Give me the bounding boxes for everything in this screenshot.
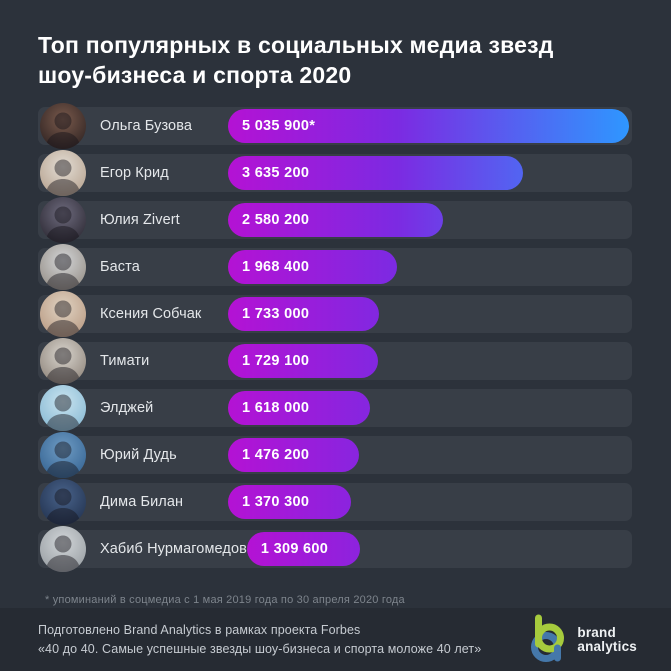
title-line-2: шоу-бизнеса и спорта 2020 — [38, 62, 352, 88]
value-label: 1 618 000 — [242, 400, 310, 416]
celebrity-name: Юрий Дудь — [100, 447, 177, 463]
title-line-1: Топ популярных в социальных медиа звезд — [38, 32, 554, 58]
value-bar: 5 035 900* — [228, 109, 629, 143]
bar-track: 1 729 100 — [228, 344, 630, 378]
footer-credit-line-2: «40 до 40. Самые успешные звезды шоу-биз… — [38, 641, 482, 656]
chart-row: Ольга Бузова 5 035 900* — [38, 103, 632, 149]
celebrity-name: Ольга Бузова — [100, 118, 192, 134]
bar-chart: Ольга Бузова 5 035 900* Егор Крид 3 635 … — [38, 103, 632, 577]
bar-gradient-fill — [228, 438, 360, 472]
bar-gradient-fill — [228, 203, 443, 237]
celebrity-name: Дима Билан — [100, 494, 184, 510]
avatar — [40, 244, 86, 290]
person-silhouette-icon — [45, 206, 81, 243]
value-label: 5 035 900* — [242, 118, 316, 134]
bar-gradient-fill — [246, 532, 360, 566]
chart-row: Ксения Собчак 1 733 000 — [38, 291, 632, 337]
person-silhouette-icon — [45, 300, 81, 337]
chart-row: Баста 1 968 400 — [38, 244, 632, 290]
value-bar: 1 370 300 — [228, 485, 352, 519]
bar-gradient-fill — [228, 391, 371, 425]
avatar — [40, 479, 86, 525]
bar-track: 2 580 200 — [228, 203, 630, 237]
value-bar: 1 309 600 — [246, 532, 360, 566]
chart-row: Тимати 1 729 100 — [38, 338, 632, 384]
bar-track: 1 309 600 — [246, 532, 630, 566]
value-label: 1 968 400 — [242, 259, 310, 275]
logo-word-brand: brand — [577, 624, 616, 640]
value-label: 1 729 100 — [242, 353, 310, 369]
value-label: 3 635 200 — [242, 165, 310, 181]
bar-track: 1 968 400 — [228, 250, 630, 284]
celebrity-name: Тимати — [100, 353, 150, 369]
celebrity-name: Элджей — [100, 400, 154, 416]
chart-row: Дима Билан 1 370 300 — [38, 479, 632, 525]
value-label: 2 580 200 — [242, 212, 310, 228]
celebrity-name: Юлия Zivert — [100, 212, 180, 228]
avatar — [40, 150, 86, 196]
celebrity-name: Ксения Собчак — [100, 306, 202, 322]
value-label: 1 733 000 — [242, 306, 310, 322]
value-bar: 3 635 200 — [228, 156, 523, 190]
person-silhouette-icon — [45, 535, 81, 572]
bar-track: 1 618 000 — [228, 391, 630, 425]
value-label: 1 370 300 — [242, 494, 310, 510]
bar-track: 1 370 300 — [228, 485, 630, 519]
chart-row: Хабиб Нурмагомедов 1 309 600 — [38, 526, 632, 572]
bar-gradient-fill — [228, 344, 379, 378]
value-bar: 1 618 000 — [228, 391, 371, 425]
value-label: 1 309 600 — [260, 541, 329, 557]
bar-gradient-fill — [228, 250, 397, 284]
brand-analytics-wordmark: brand analytics — [577, 624, 637, 654]
chart-row: Егор Крид 3 635 200 — [38, 150, 632, 196]
footer: Подготовлено Brand Analytics в рамках пр… — [0, 608, 671, 671]
value-bar: 1 476 200 — [228, 438, 360, 472]
footer-credit: Подготовлено Brand Analytics в рамках пр… — [38, 621, 481, 659]
bar-gradient-fill — [228, 109, 629, 143]
bar-gradient-fill — [228, 485, 352, 519]
person-silhouette-icon — [45, 394, 81, 431]
avatar — [40, 291, 86, 337]
avatar — [40, 338, 86, 384]
chart-footnote: * упоминаний в соцмедиа с 1 мая 2019 год… — [45, 594, 405, 606]
bar-track: 1 733 000 — [228, 297, 630, 331]
person-silhouette-icon — [45, 112, 81, 149]
chart-row: Юлия Zivert 2 580 200 — [38, 197, 632, 243]
celebrity-name: Хабиб Нурмагомедов — [100, 541, 247, 557]
brand-analytics-monogram-icon — [531, 614, 565, 662]
bar-gradient-fill — [228, 297, 379, 331]
value-bar: 1 968 400 — [228, 250, 397, 284]
value-label: 1 476 200 — [242, 447, 310, 463]
chart-row: Юрий Дудь 1 476 200 — [38, 432, 632, 478]
person-silhouette-icon — [45, 347, 81, 384]
person-silhouette-icon — [45, 159, 81, 196]
value-bar: 1 733 000 — [228, 297, 379, 331]
avatar — [40, 103, 86, 149]
person-silhouette-icon — [45, 441, 81, 478]
avatar — [40, 432, 86, 478]
bar-track: 5 035 900* — [228, 109, 630, 143]
value-bar: 2 580 200 — [228, 203, 443, 237]
person-silhouette-icon — [45, 488, 81, 525]
bar-gradient-fill — [228, 156, 523, 190]
bar-track: 1 476 200 — [228, 438, 630, 472]
avatar — [40, 385, 86, 431]
bar-track: 3 635 200 — [228, 156, 630, 190]
page-title: Топ популярных в социальных медиа звезд ш… — [38, 30, 633, 90]
logo-word-analytics: analytics — [577, 638, 637, 654]
footer-credit-line-1: Подготовлено Brand Analytics в рамках пр… — [38, 622, 361, 637]
chart-row: Элджей 1 618 000 — [38, 385, 632, 431]
avatar — [40, 197, 86, 243]
value-bar: 1 729 100 — [228, 344, 379, 378]
avatar — [40, 526, 86, 572]
celebrity-name: Егор Крид — [100, 165, 169, 181]
celebrity-name: Баста — [100, 259, 140, 275]
person-silhouette-icon — [45, 253, 81, 290]
brand-analytics-logo: brand analytics — [526, 614, 637, 666]
